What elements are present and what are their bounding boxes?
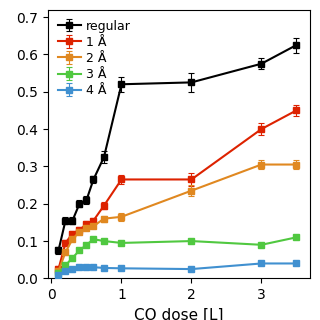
X-axis label: CO dose [L]: CO dose [L] xyxy=(134,308,224,320)
Legend: regular, 1 Å, 2 Å, 3 Å, 4 Å: regular, 1 Å, 2 Å, 3 Å, 4 Å xyxy=(54,16,134,101)
